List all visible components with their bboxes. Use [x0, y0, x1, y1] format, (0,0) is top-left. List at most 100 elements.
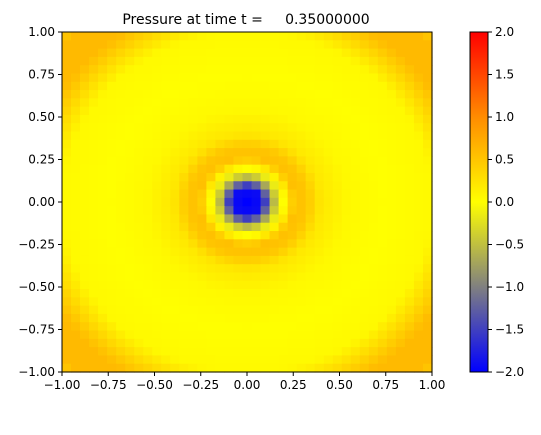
heatmap-cell	[71, 56, 81, 66]
heatmap-cell	[197, 181, 207, 191]
heatmap-cell	[305, 255, 316, 265]
heatmap-cell	[152, 98, 162, 108]
heatmap-cell	[350, 264, 361, 274]
heatmap-cell	[260, 363, 271, 373]
heatmap-cell	[107, 222, 117, 232]
heatmap-cell	[314, 123, 325, 133]
heatmap-cell	[404, 239, 415, 249]
heatmap-cell	[368, 255, 379, 265]
heatmap-cell	[206, 338, 217, 348]
heatmap-cell	[161, 114, 171, 124]
heatmap-cell	[80, 313, 90, 323]
heatmap-cell	[323, 322, 334, 332]
heatmap-cell	[98, 255, 108, 265]
heatmap-cell	[161, 32, 171, 41]
heatmap-cell	[233, 280, 244, 290]
heatmap-cell	[296, 81, 307, 91]
heatmap-cell	[242, 330, 253, 340]
heatmap-cell	[197, 164, 207, 174]
heatmap-cell	[413, 247, 424, 257]
heatmap-cell	[197, 73, 207, 83]
heatmap-cell	[152, 338, 162, 348]
heatmap-cell	[206, 164, 217, 174]
heatmap-cell	[296, 98, 307, 108]
heatmap-cell	[62, 114, 72, 124]
heatmap-cell	[305, 363, 316, 373]
heatmap-cell	[89, 338, 99, 348]
heatmap-cell	[125, 305, 135, 315]
heatmap-cell	[350, 148, 361, 157]
heatmap-cell	[89, 56, 99, 66]
heatmap-cell	[188, 222, 198, 232]
heatmap-cell	[62, 156, 72, 166]
heatmap-cell	[260, 355, 271, 365]
heatmap-cell	[170, 313, 180, 323]
heatmap-cell	[161, 123, 171, 133]
heatmap-cell	[179, 164, 189, 174]
heatmap-cell	[89, 73, 99, 83]
heatmap-cell	[332, 189, 343, 199]
heatmap-cell	[161, 363, 171, 373]
heatmap-cell	[251, 197, 262, 207]
heatmap-cell	[224, 338, 235, 348]
heatmap-cell	[368, 181, 379, 191]
heatmap-cell	[224, 239, 235, 249]
heatmap-cell	[296, 65, 307, 75]
heatmap-cell	[269, 247, 280, 257]
heatmap-cell	[368, 272, 379, 282]
heatmap-cell	[161, 222, 171, 232]
heatmap-cell	[251, 73, 262, 83]
heatmap-cell	[215, 56, 226, 66]
heatmap-cell	[404, 32, 415, 41]
heatmap-cell	[386, 56, 397, 66]
heatmap-cell	[395, 322, 406, 332]
heatmap-cell	[152, 90, 162, 99]
heatmap-cell	[107, 363, 117, 373]
heatmap-cell	[413, 40, 424, 50]
heatmap-cell	[224, 289, 235, 298]
heatmap-cell	[215, 264, 226, 274]
heatmap-cell	[287, 313, 298, 323]
heatmap-cell	[278, 48, 289, 58]
heatmap-cell	[359, 106, 370, 116]
heatmap-cell	[305, 172, 316, 182]
heatmap-cell	[242, 231, 253, 240]
heatmap-cell	[161, 322, 171, 332]
heatmap-cell	[233, 222, 244, 232]
heatmap-cell	[206, 48, 217, 58]
heatmap-cell	[377, 338, 388, 348]
heatmap-cell	[197, 338, 207, 348]
heatmap-cell	[134, 90, 144, 99]
heatmap-cell	[179, 56, 189, 66]
heatmap-cell	[188, 355, 198, 365]
heatmap-cell	[224, 363, 235, 373]
heatmap-cell	[62, 181, 72, 191]
heatmap-cell	[125, 56, 135, 66]
heatmap-cell	[107, 148, 117, 157]
heatmap-cell	[413, 164, 424, 174]
heatmap-cell	[233, 32, 244, 41]
heatmap-cell	[332, 65, 343, 75]
heatmap-cell	[278, 123, 289, 133]
heatmap-cell	[107, 81, 117, 91]
heatmap-cell	[125, 214, 135, 224]
heatmap-cell	[215, 148, 226, 157]
heatmap-cell	[269, 90, 280, 99]
heatmap-cell	[71, 322, 81, 332]
heatmap-cell	[197, 297, 207, 307]
heatmap-cell	[359, 181, 370, 191]
heatmap-cell	[287, 189, 298, 199]
heatmap-cell	[98, 330, 108, 340]
heatmap-cell	[143, 73, 153, 83]
heatmap-cell	[404, 222, 415, 232]
heatmap-cell	[251, 355, 262, 365]
heatmap-cell	[62, 148, 72, 157]
heatmap-cell	[71, 239, 81, 249]
heatmap-cell	[134, 280, 144, 290]
heatmap-cell	[179, 231, 189, 240]
heatmap-cell	[233, 114, 244, 124]
heatmap-cell	[305, 106, 316, 116]
heatmap-cell	[98, 189, 108, 199]
heatmap-cell	[107, 32, 117, 41]
heatmap-cell	[278, 148, 289, 157]
